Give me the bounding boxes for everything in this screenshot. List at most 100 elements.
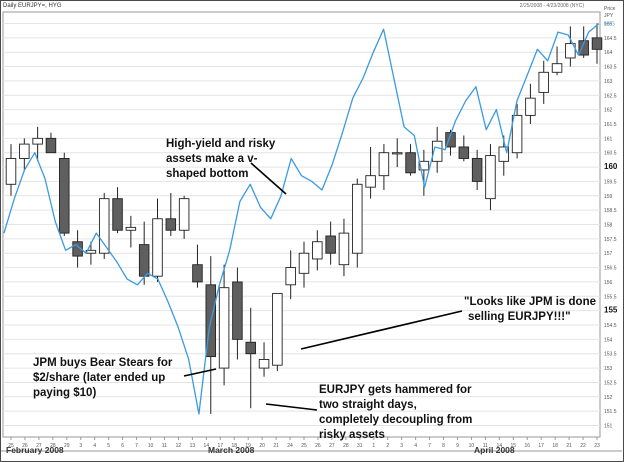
y-tick-label: 158 [604, 223, 613, 229]
y-tick-label: 154 [604, 337, 613, 343]
x-tick-label: 21 [566, 443, 572, 449]
x-tick-label: 2 [386, 443, 389, 449]
candle-body [445, 132, 456, 148]
candle-body [178, 198, 190, 231]
x-tick-label: 21 [273, 443, 279, 449]
x-tick-label: 3 [79, 443, 82, 449]
candle-body [538, 71, 549, 93]
candle-body [258, 359, 270, 369]
x-tick-label: 7 [135, 443, 138, 449]
y-tick-label: 159 [604, 194, 613, 200]
y-tick-label: 151 [604, 424, 613, 430]
x-tick-label: 14 [497, 443, 503, 449]
candle-body [245, 341, 256, 355]
x-tick-label: 17 [218, 443, 224, 449]
y-tick-layer: 165 164.5 164 163.5 163 162.5 162 161.5 161 160.5… [604, 6, 618, 430]
annotation-jpm-done: "Looks like JPM is done selling EURJPY!!… [464, 295, 596, 325]
x-tick-label: 17 [538, 443, 544, 449]
month-label-february: February 2008 [6, 445, 64, 455]
x-tick-label: 15 [511, 443, 517, 449]
x-tick-label: 20 [259, 443, 265, 449]
annotation-pointer [250, 162, 287, 195]
y-tick-label: 163 [604, 79, 613, 85]
y-tick-label: 152.5 [604, 380, 617, 386]
candle-body [591, 37, 603, 50]
candle-body [272, 292, 283, 366]
candle-body [418, 160, 430, 171]
y-axis-title: Price [604, 6, 616, 12]
candle-body [285, 267, 296, 286]
candle-body [551, 63, 563, 73]
candle-body [458, 146, 470, 159]
candle-body [72, 241, 83, 257]
chart-title: Daily EURJPY=, HYG [3, 3, 62, 9]
y-tick-label: 156.5 [604, 266, 617, 272]
annotation-pointer [300, 310, 463, 350]
candle-body [511, 114, 523, 154]
y-tick-label: 153 [604, 366, 613, 372]
y-tick-label: 156 [604, 280, 613, 286]
annotation-eurjpy-line2: two straight days, [319, 399, 417, 411]
candle-body [325, 235, 336, 254]
x-tick-label: 16 [524, 443, 530, 449]
annotation-high-yield-line2: assets make a v- [166, 153, 258, 165]
candle-body [391, 152, 403, 155]
x-tick-label: 31 [357, 443, 363, 449]
x-tick-label: 6 [121, 443, 124, 449]
x-tick-label: 12 [176, 443, 182, 449]
x-tick-label: 7 [428, 443, 431, 449]
x-tick-label: 14 [204, 443, 210, 449]
x-tick-label: 4 [93, 443, 96, 449]
annotation-jpm-bear-line3: paying $10) [33, 387, 97, 399]
x-tick-label: 8 [442, 443, 445, 449]
candle-body [298, 252, 310, 274]
annotation-jpm-done-line1: "Looks like JPM is done [464, 296, 596, 308]
y-tick-label: 160 [604, 162, 618, 171]
y-tick-label: 159.5 [604, 179, 617, 185]
y-tick-label: 158.5 [604, 208, 617, 214]
x-tick-layer: 25 26 27 28 29 3 4 5 6 7 10 11 12 13 14 17 18 19 20 21 24 25 2… [8, 437, 600, 449]
y-tick-label: 164.5 [604, 36, 617, 42]
x-tick-label: 11 [483, 443, 488, 449]
annotation-eurjpy-line4: risky assets [319, 429, 385, 441]
x-tick-label: 28 [50, 443, 56, 449]
candle-body [192, 264, 203, 283]
candle-body [59, 158, 70, 234]
x-tick-label: 24 [287, 443, 293, 449]
candle-body [45, 137, 57, 154]
y-tick-label: 164 [604, 50, 613, 56]
x-tick-label: 10 [148, 443, 154, 449]
annotation-jpm-done-line2: selling EURJPY!!!" [468, 311, 571, 323]
y-tick-label: 161.5 [604, 122, 617, 128]
annotation-eurjpy-line1: EURJPY gets hammered for [319, 384, 472, 396]
x-tick-label: 29 [64, 443, 70, 449]
x-tick-label: 23 [594, 443, 600, 449]
candle-body [578, 40, 589, 56]
x-tick-label: 11 [162, 443, 167, 449]
candle-body [378, 152, 390, 177]
x-tick-label: 9 [456, 443, 459, 449]
x-tick-label: 5 [107, 443, 110, 449]
annotation-eurjpy-hammered: EURJPY gets hammered for two straight da… [319, 383, 472, 443]
x-tick-label: 10 [469, 443, 475, 449]
candle-body [352, 183, 363, 254]
x-tick-label: 28 [343, 443, 349, 449]
hyg-series-label: HYG [604, 21, 615, 27]
hyg-line [3, 23, 600, 415]
month-label-march: March 2008 [208, 445, 255, 455]
x-tick-label: 27 [329, 443, 335, 449]
x-tick-label: 25 [8, 443, 14, 449]
date-range-label: 2/25/2008 - 4/23/2008 (NYC) [519, 3, 584, 9]
candle-body [525, 97, 536, 116]
candle-body [431, 140, 443, 162]
candle-body [152, 218, 163, 277]
y-tick-label: 165 [604, 21, 613, 27]
candle-body [565, 43, 576, 59]
y-axis-unit: JPY [604, 13, 614, 19]
candle-body [112, 198, 123, 231]
y-tick-label: 151.5 [604, 409, 617, 415]
candle-body [365, 175, 376, 188]
arrow-layer [183, 162, 463, 411]
